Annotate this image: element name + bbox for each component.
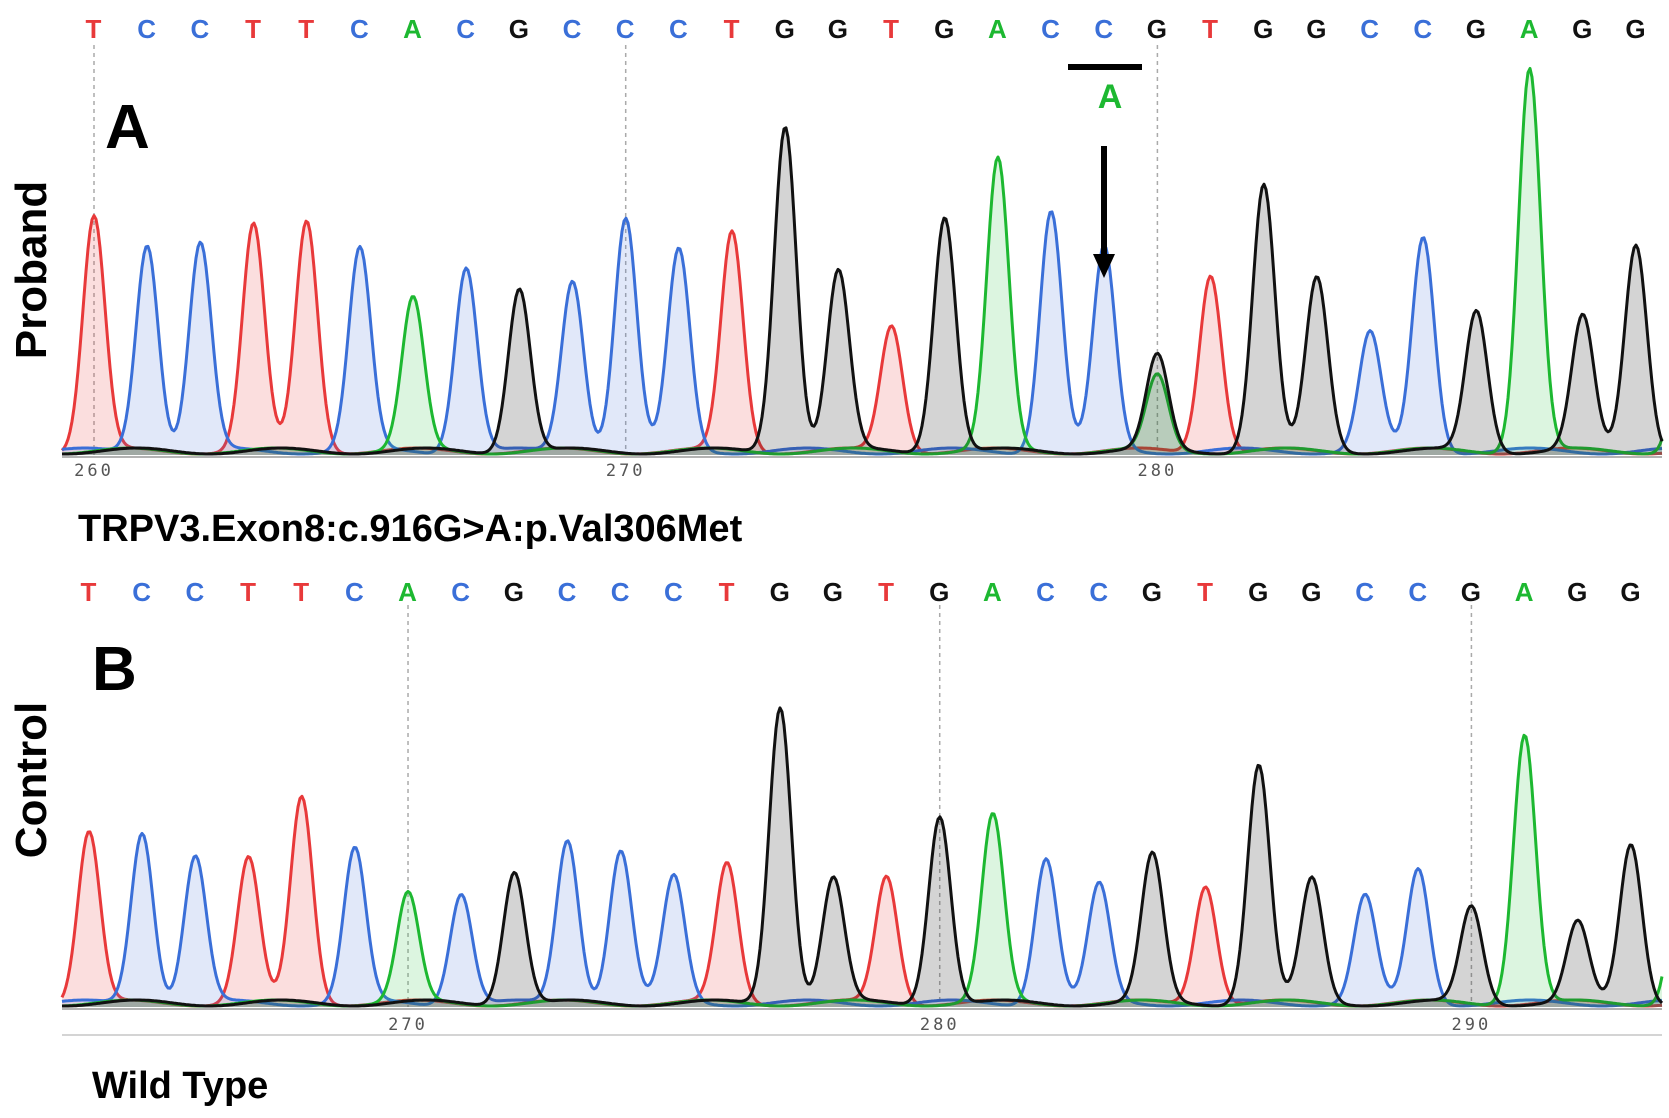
trace-line-C (61, 210, 1663, 456)
base-call-G: G (929, 577, 950, 607)
x-tick-label: 270 (606, 461, 646, 481)
base-call-C: C (190, 14, 210, 44)
base-call-C: C (1094, 14, 1114, 44)
panel-b-side-label: Control (7, 702, 56, 858)
base-call-G: G (1306, 14, 1327, 44)
base-call-T: T (878, 577, 895, 607)
base-call-C: C (669, 14, 689, 44)
panel-a-base-calls: TCCTTCACGCCCTGGTGACCGTGGCCGAGGA (86, 14, 1646, 44)
trace-line-G (62, 706, 1664, 1008)
base-call-G: G (1572, 14, 1593, 44)
panel-b-letter: B (92, 635, 137, 704)
base-call-A: A (398, 577, 418, 607)
base-call-A: A (983, 577, 1003, 607)
trace-line-G (62, 126, 1664, 456)
panel-a-side-label: Proband (7, 181, 56, 359)
base-call-T: T (298, 14, 315, 44)
trace-line-C (61, 831, 1663, 1008)
base-call-C: C (1355, 577, 1375, 607)
base-call-G: G (823, 577, 844, 607)
base-call-G: G (1253, 14, 1274, 44)
wild-type-caption: Wild Type (92, 1065, 268, 1107)
base-call-A: A (988, 14, 1008, 44)
base-call-G: G (1142, 577, 1163, 607)
mutation-base-label: A (1098, 78, 1123, 116)
base-call-G: G (1248, 577, 1269, 607)
base-call-G: G (1620, 577, 1641, 607)
base-call-G: G (1147, 14, 1168, 44)
base-call-C: C (350, 14, 370, 44)
x-tick-label: 280 (1138, 461, 1178, 481)
base-call-C: C (611, 577, 631, 607)
base-call-T: T (719, 577, 736, 607)
base-call-G: G (1301, 577, 1322, 607)
panel-b-x-ticks: 270 280 290 (388, 1015, 1492, 1035)
base-call-C: C (456, 14, 476, 44)
base-call-C: C (185, 577, 205, 607)
base-call-C: C (1089, 577, 1109, 607)
base-call-T: T (724, 14, 741, 44)
panel-b-control: TCCTTCACGCCCTGGTGACCGTGGCCGAGGA 27028029… (7, 577, 1664, 1036)
base-call-T: T (883, 14, 900, 44)
base-call-G: G (775, 14, 796, 44)
base-call-G: G (828, 14, 849, 44)
base-call-C: C (558, 577, 578, 607)
panel-a-letter: A (105, 93, 150, 162)
base-call-G: G (1461, 577, 1482, 607)
base-call-G: G (509, 14, 530, 44)
base-call-C: C (451, 577, 471, 607)
base-call-A: A (1520, 14, 1540, 44)
x-tick-label: 270 (388, 1015, 428, 1035)
base-call-T: T (81, 577, 98, 607)
x-tick-label: 290 (1452, 1015, 1492, 1035)
base-call-T: T (1197, 577, 1214, 607)
base-call-C: C (1036, 577, 1056, 607)
base-call-T: T (293, 577, 310, 607)
mutation-arrow-head (1093, 254, 1115, 278)
base-call-G: G (1466, 14, 1487, 44)
panel-b-gridlines (407, 605, 1473, 1007)
base-call-G: G (770, 577, 791, 607)
base-call-A: A (403, 14, 423, 44)
trace-fill-G (62, 127, 1662, 456)
base-call-C: C (137, 14, 157, 44)
base-call-T: T (86, 14, 103, 44)
base-call-C: C (563, 14, 583, 44)
panel-a-proband: T C C T T C A C G C C C T G G T G A C C G T G G C C G A G G A 260 270 28… (7, 14, 1664, 481)
base-call-T: T (240, 577, 257, 607)
base-call-G: G (1567, 577, 1588, 607)
base-call-C: C (1360, 14, 1380, 44)
base-call-C: C (132, 577, 152, 607)
base-call-G: G (504, 577, 525, 607)
base-call-G: G (934, 14, 955, 44)
base-call-A: A (1515, 577, 1535, 607)
panel-b-base-calls: TCCTTCACGCCCTGGTGACCGTGGCCGAGGA (81, 577, 1641, 607)
trace-fill-C (62, 211, 1662, 455)
base-call-C: C (1408, 577, 1428, 607)
mutation-caption: TRPV3.Exon8:c.916G>A:p.Val306Met (78, 508, 743, 550)
base-call-T: T (245, 14, 262, 44)
panel-b-traces (60, 706, 1664, 1008)
base-call-C: C (616, 14, 636, 44)
panel-a-traces (60, 67, 1664, 456)
x-tick-label: 280 (920, 1015, 960, 1035)
panel-a-x-ticks: 260270280290 (74, 461, 1178, 481)
trace-fill-C (62, 833, 1662, 1007)
base-call-C: C (1041, 14, 1061, 44)
base-call-C: C (664, 577, 684, 607)
base-call-G: G (1625, 14, 1646, 44)
x-tick-label: 260 (74, 461, 114, 481)
base-call-T: T (1202, 14, 1219, 44)
base-call-C: C (345, 577, 365, 607)
base-call-C: C (1413, 14, 1433, 44)
